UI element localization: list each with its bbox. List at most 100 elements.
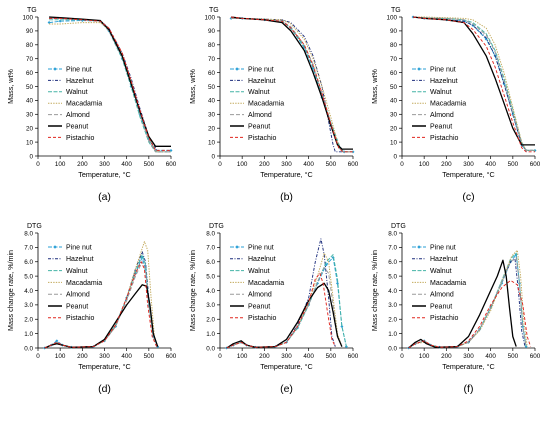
x-tick-label: 0 [218, 353, 222, 360]
series-line-macadamia [413, 16, 535, 151]
y-tick-label: 3.0 [24, 302, 33, 309]
x-tick-label: 100 [237, 353, 248, 360]
x-axis-label: Temperature, °C [442, 362, 494, 371]
legend-entry-label: Hazelnut [248, 78, 276, 85]
x-tick-label: 400 [485, 161, 496, 168]
legend-marker [235, 245, 239, 249]
series-line-hazelnut [231, 17, 353, 153]
x-tick-label: 300 [99, 161, 110, 168]
y-tick-label: 10 [390, 139, 398, 146]
y-tick-label: 1.0 [388, 331, 397, 338]
y-tick-label: 20 [208, 126, 216, 133]
y-tick-label: 100 [22, 14, 33, 21]
x-tick-label: 600 [348, 161, 359, 168]
y-tick-label: 7.0 [24, 245, 33, 252]
x-tick-label: 400 [485, 353, 496, 360]
y-tick-label: 8.0 [388, 230, 397, 237]
corner-label: DTG [27, 223, 42, 230]
y-tick-label: 7.0 [388, 245, 397, 252]
legend-entry-label: Almond [430, 292, 454, 299]
x-tick-label: 300 [463, 353, 474, 360]
series-line-macadamia [49, 22, 171, 153]
legend-entry-label: Hazelnut [248, 256, 276, 263]
legend-marker [417, 245, 421, 249]
x-tick-label: 100 [55, 353, 66, 360]
legend-entry-label: Peanut [430, 303, 452, 310]
x-tick-label: 400 [121, 161, 132, 168]
x-tick-label: 600 [530, 161, 541, 168]
x-axis-label: Temperature, °C [78, 170, 130, 179]
series-line-hazelnut [408, 258, 526, 349]
series-line-walnut [413, 16, 535, 151]
y-tick-label: 30 [26, 112, 34, 119]
y-tick-label: 100 [204, 14, 215, 21]
y-tick-label: 100 [386, 14, 397, 21]
series-line-almond [49, 17, 171, 153]
x-tick-label: 200 [77, 161, 88, 168]
y-tick-label: 30 [208, 112, 216, 119]
legend-entry-label: Peanut [430, 123, 452, 130]
legend-entry-label: Macadamia [248, 101, 284, 108]
series-line-pine-nut [231, 17, 353, 153]
panel-4: 0.0 1.0 2.0 3.0 4.0 5.0 6.0 7.0 8.0 0 100 200 300 400… [6, 223, 177, 395]
y-axis-label: Mass change rate, %/min [188, 250, 197, 331]
y-tick-label: 3.0 [206, 302, 215, 309]
x-tick-label: 100 [55, 161, 66, 168]
x-tick-label: 200 [441, 353, 452, 360]
y-tick-label: 5.0 [206, 273, 215, 280]
x-tick-label: 200 [259, 353, 270, 360]
y-tick-label: 70 [390, 56, 398, 63]
panel-6: 0.0 1.0 2.0 3.0 4.0 5.0 6.0 7.0 8.0 0 100 200 300 400… [370, 223, 541, 395]
legend-marker [235, 67, 239, 71]
corner-label: TG [391, 7, 401, 14]
panel-1: 0 10 20 30 40 50 60 70 80 90 100 0 100 200 300 400 500 60… [6, 7, 177, 203]
series-line-peanut [49, 16, 171, 147]
x-tick-label: 400 [121, 353, 132, 360]
legend-entry-label: Almond [430, 112, 454, 119]
y-tick-label: 80 [26, 42, 34, 49]
series-line-pistachio [413, 16, 535, 153]
panel-letter: (b) [280, 191, 293, 203]
legend-entry-label: Walnut [66, 268, 88, 275]
x-tick-label: 300 [463, 161, 474, 168]
x-tick-label: 0 [36, 353, 40, 360]
y-tick-label: 40 [208, 98, 216, 105]
legend-entry-label: Walnut [248, 89, 270, 96]
x-tick-label: 600 [530, 353, 541, 360]
y-tick-label: 40 [390, 98, 398, 105]
legend-entry-label: Pine nut [248, 66, 274, 73]
x-tick-label: 200 [259, 161, 270, 168]
y-tick-label: 3.0 [388, 302, 397, 309]
legend-marker [53, 245, 57, 249]
legend-entry-label: Pine nut [430, 244, 456, 251]
legend-entry-label: Almond [248, 112, 272, 119]
y-tick-label: 80 [390, 42, 398, 49]
y-tick-label: 0 [393, 153, 397, 160]
panel-letter: (e) [280, 383, 293, 395]
legend-entry-label: Peanut [66, 123, 88, 130]
series-line-pistachio [231, 16, 353, 153]
y-tick-label: 4.0 [388, 288, 397, 295]
y-tick-label: 0 [211, 153, 215, 160]
x-tick-label: 200 [77, 353, 88, 360]
series-point-pine-nut [47, 21, 51, 25]
series-line-hazelnut [49, 17, 171, 153]
y-tick-label: 1.0 [206, 331, 215, 338]
x-tick-label: 0 [400, 161, 404, 168]
legend-entry-label: Almond [66, 112, 90, 119]
legend-entry-label: Macadamia [66, 280, 102, 287]
y-tick-label: 6.0 [388, 259, 397, 266]
series-line-peanut [226, 282, 343, 349]
y-tick-label: 60 [208, 70, 216, 77]
series-point-pine-nut [340, 324, 344, 328]
panel-5: 0.0 1.0 2.0 3.0 4.0 5.0 6.0 7.0 8.0 0 100 200 300 400… [188, 223, 359, 395]
x-tick-label: 600 [348, 353, 359, 360]
legend-entry-label: Pistachio [248, 315, 277, 322]
y-tick-label: 2.0 [388, 317, 397, 324]
x-tick-label: 300 [281, 161, 292, 168]
y-tick-label: 7.0 [206, 245, 215, 252]
legend-entry-label: Peanut [66, 303, 88, 310]
y-axis-label: Mass, wt% [188, 69, 197, 104]
x-axis-label: Temperature, °C [260, 362, 312, 371]
x-tick-label: 400 [303, 161, 314, 168]
